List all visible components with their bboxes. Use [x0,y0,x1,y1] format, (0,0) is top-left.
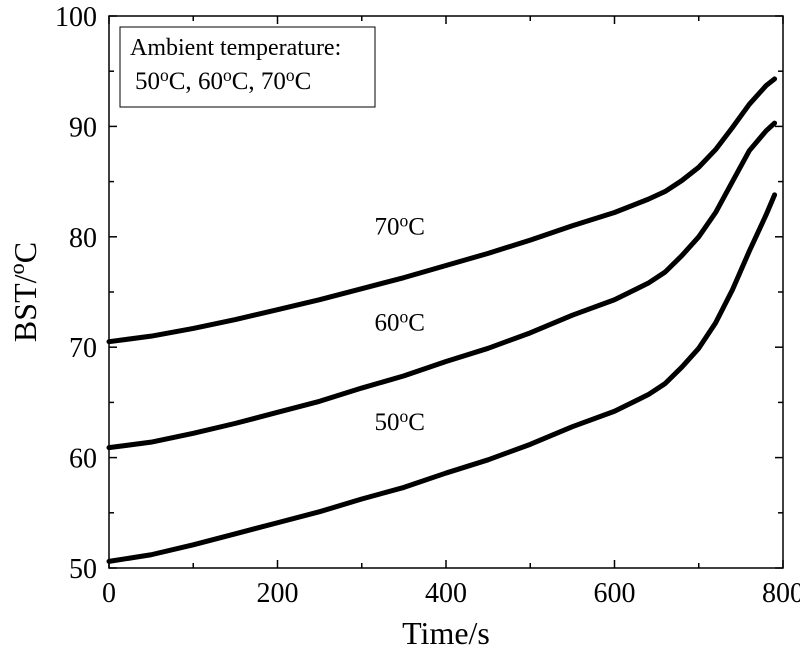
series-label-70: 70oC [374,211,424,241]
legend-entries: 50oC, 60oC, 70oC [135,65,311,95]
y-tick-label: 100 [55,2,97,33]
x-tick-label: 800 [762,578,800,609]
x-axis-label: Time/s [402,615,490,651]
plot-frame [109,16,783,568]
x-tick-label: 600 [594,578,636,609]
series-50 [109,195,775,562]
x-tick-label: 0 [102,578,116,609]
y-tick-label: 70 [69,333,97,364]
y-axis-label: BST/oC [4,242,43,342]
y-tick-label: 50 [69,554,97,585]
bst-time-chart: 0 200 400 600 800 50 60 70 80 90 100 Time/s BST/oC 50… [0,0,800,662]
series-label-60: 60oC [374,307,424,337]
x-tick-label: 200 [257,578,299,609]
x-tick-label: 400 [425,578,467,609]
series-label-50: 50oC [374,406,424,436]
y-tick-label: 80 [69,223,97,254]
series-60 [109,123,775,448]
y-tick-label: 90 [69,112,97,143]
series-70 [109,79,775,342]
legend-title: Ambient temperature: [130,35,341,61]
y-tick-label: 60 [69,444,97,475]
